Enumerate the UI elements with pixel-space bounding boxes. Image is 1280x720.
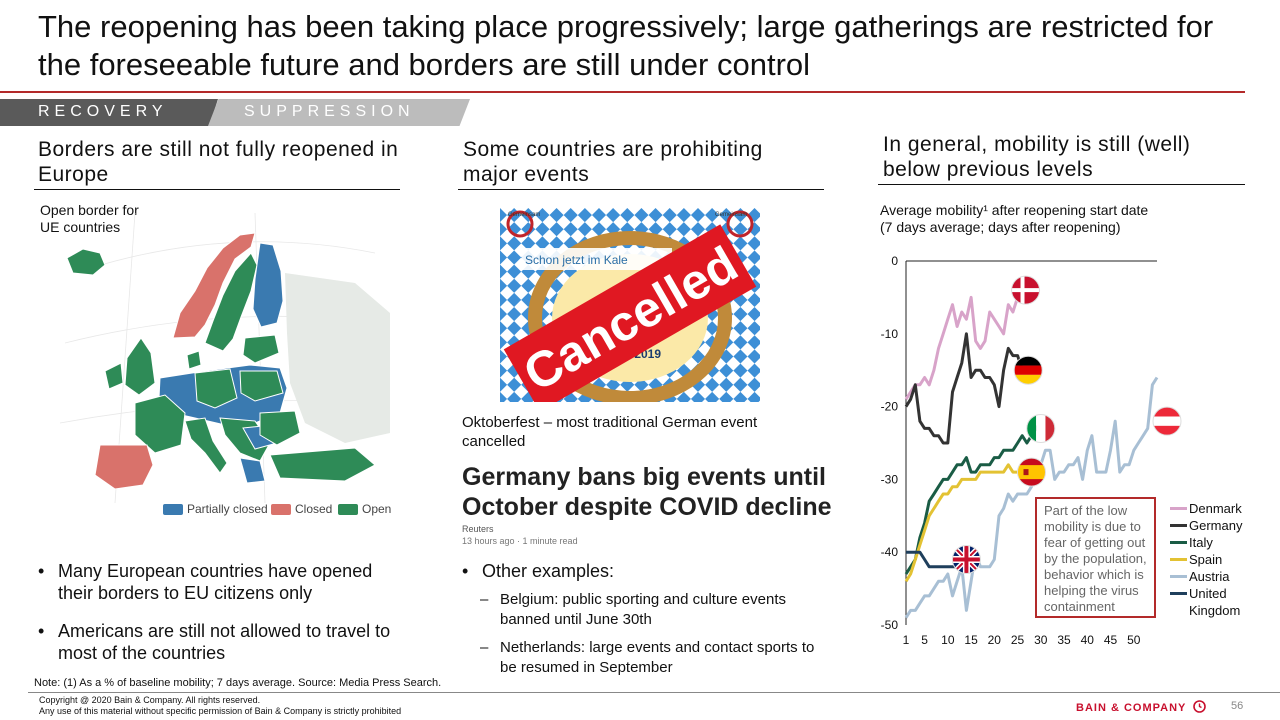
uk-flag xyxy=(951,544,981,574)
series-line-denmark xyxy=(904,295,1020,401)
tab-suppression-bg xyxy=(208,99,470,126)
bullet-item: Many European countries have opened thei… xyxy=(38,560,408,604)
sub-bullet-item: – Netherlands: large events and contact s… xyxy=(480,639,815,676)
x-tick-label: 25 xyxy=(1011,633,1025,647)
x-tick-label: 20 xyxy=(988,633,1002,647)
brand-logo: BAIN & COMPANY xyxy=(1076,700,1207,714)
right-heading: In general, mobility is still (well) bel… xyxy=(883,133,1191,181)
legend-label: United Kingdom xyxy=(1189,586,1241,618)
x-tick-label: 5 xyxy=(921,633,928,647)
news-source: Reuters xyxy=(462,524,494,534)
legend-label: Italy xyxy=(1189,535,1213,550)
brand-text: BAIN & COMPANY xyxy=(1076,702,1187,714)
y-tick-label: -30 xyxy=(881,472,899,486)
series-line-austria xyxy=(904,376,1159,619)
germany-flag xyxy=(1013,355,1043,385)
disclaimer-text: Any use of this material without specifi… xyxy=(39,706,402,716)
y-tick-label: 0 xyxy=(891,254,898,268)
legend-item: Italy xyxy=(1170,534,1270,551)
series-line-germany xyxy=(904,332,1024,445)
left-heading: Borders are still not fully reopened in … xyxy=(38,138,399,186)
closed-swatch xyxy=(271,503,291,515)
europe-border-map xyxy=(55,212,391,504)
source-note: Note: (1) As a % of baseline mobility; 7… xyxy=(34,677,442,689)
x-tick-label: 45 xyxy=(1104,633,1118,647)
open-swatch xyxy=(338,503,358,515)
x-tick-label: 35 xyxy=(1057,633,1071,647)
bullet-item: Americans are still not allowed to trave… xyxy=(38,620,408,664)
x-tick-label: 10 xyxy=(941,633,955,647)
austria-flag xyxy=(1152,406,1182,436)
y-tick-label: -50 xyxy=(881,618,899,632)
left-heading-rule xyxy=(34,189,400,190)
legend-item: United Kingdom xyxy=(1170,585,1270,619)
legend-label: Germany xyxy=(1189,518,1243,533)
poster-banner-text: Schon jetzt im Kale xyxy=(525,253,628,267)
poster-logo-text-left: Gemeinsam xyxy=(508,212,540,218)
tab-recovery-bg xyxy=(0,99,218,126)
legend-item: Spain xyxy=(1170,551,1270,568)
legend-item: Germany xyxy=(1170,517,1270,534)
bullet-item: Other examples: xyxy=(462,560,832,582)
x-tick-label: 40 xyxy=(1081,633,1095,647)
chart-title: Average mobility¹ after reopening start … xyxy=(880,202,1149,218)
denmark-flag xyxy=(1011,275,1041,305)
chart-annotation: Part of the low mobility is due to fear … xyxy=(1035,497,1156,618)
map-legend-partial: Partially closed xyxy=(163,502,268,516)
brand-clock-icon xyxy=(1193,700,1207,713)
left-bullets: Many European countries have opened thei… xyxy=(38,560,408,680)
map-legend-open: Open xyxy=(338,502,391,516)
news-meta: 13 hours ago · 1 minute read xyxy=(462,536,578,546)
map-caption-line2: UE countries xyxy=(40,219,121,235)
page-title: The reopening has been taking place prog… xyxy=(38,9,1214,82)
legend-open-label: Open xyxy=(362,502,392,516)
footer-rule xyxy=(28,692,1280,693)
legend-label: Spain xyxy=(1189,552,1223,567)
legend-line-swatch xyxy=(1170,558,1187,561)
sub-bullet-text: Belgium: public sporting and culture eve… xyxy=(500,591,786,628)
oktoberfest-caption: Oktoberfest – most traditional German ev… xyxy=(462,414,758,450)
y-tick-label: -20 xyxy=(881,400,899,414)
sub-bullet-item: – Belgium: public sporting and culture ev… xyxy=(480,591,786,628)
chart-legend: Denmark Germany Italy Spain Austria United Ki… xyxy=(1170,500,1270,619)
x-tick-label: 15 xyxy=(964,633,978,647)
map-caption-line1: Open border for xyxy=(40,202,139,218)
middle-heading-rule xyxy=(458,189,824,190)
spain-flag xyxy=(1017,457,1046,487)
legend-line-swatch xyxy=(1170,507,1187,510)
legend-line-swatch xyxy=(1170,541,1187,544)
title-rule xyxy=(0,91,1245,93)
legend-line-swatch xyxy=(1170,575,1187,578)
x-tick-label: 1 xyxy=(903,633,910,647)
oktoberfest-cancelled-image: Schon jetzt im Kale ober 2019 Gemeinsam … xyxy=(500,208,760,402)
news-headline: Germany bans big events until October de… xyxy=(462,463,832,521)
map-legend-closed: Closed xyxy=(271,502,332,516)
sub-bullet-text: Netherlands: large events and contact sp… xyxy=(500,639,815,676)
legend-label: Denmark xyxy=(1189,501,1242,516)
poster-logo-text-right: Gemeinsam xyxy=(715,212,747,218)
chart-subtitle: (7 days average; days after reopening) xyxy=(880,219,1121,235)
legend-line-swatch xyxy=(1170,524,1187,527)
series-line-italy xyxy=(904,420,1043,575)
x-tick-label: 30 xyxy=(1034,633,1048,647)
legend-item: Austria xyxy=(1170,568,1270,585)
middle-bullets: Other examples: –Belgium: public sportin… xyxy=(462,560,832,678)
page-number: 56 xyxy=(1231,700,1244,712)
y-tick-label: -40 xyxy=(881,545,899,559)
y-tick-label: -10 xyxy=(881,327,899,341)
tab-recovery-label: RECOVERY xyxy=(38,103,168,120)
legend-closed-label: Closed xyxy=(295,502,333,516)
tab-suppression-label: SUPPRESSION xyxy=(244,103,415,120)
legend-partial-label: Partially closed xyxy=(187,502,268,516)
right-heading-rule xyxy=(878,184,1245,185)
middle-heading: Some countries are prohibiting major eve… xyxy=(463,138,763,186)
legend-item: Denmark xyxy=(1170,500,1270,517)
legend-line-swatch xyxy=(1170,592,1187,595)
copyright-text: Copyright @ 2020 Bain & Company. All rig… xyxy=(39,695,261,705)
legend-label: Austria xyxy=(1189,569,1230,584)
partial-swatch xyxy=(163,503,183,515)
x-tick-label: 50 xyxy=(1127,633,1141,647)
italy-flag xyxy=(1026,413,1056,443)
